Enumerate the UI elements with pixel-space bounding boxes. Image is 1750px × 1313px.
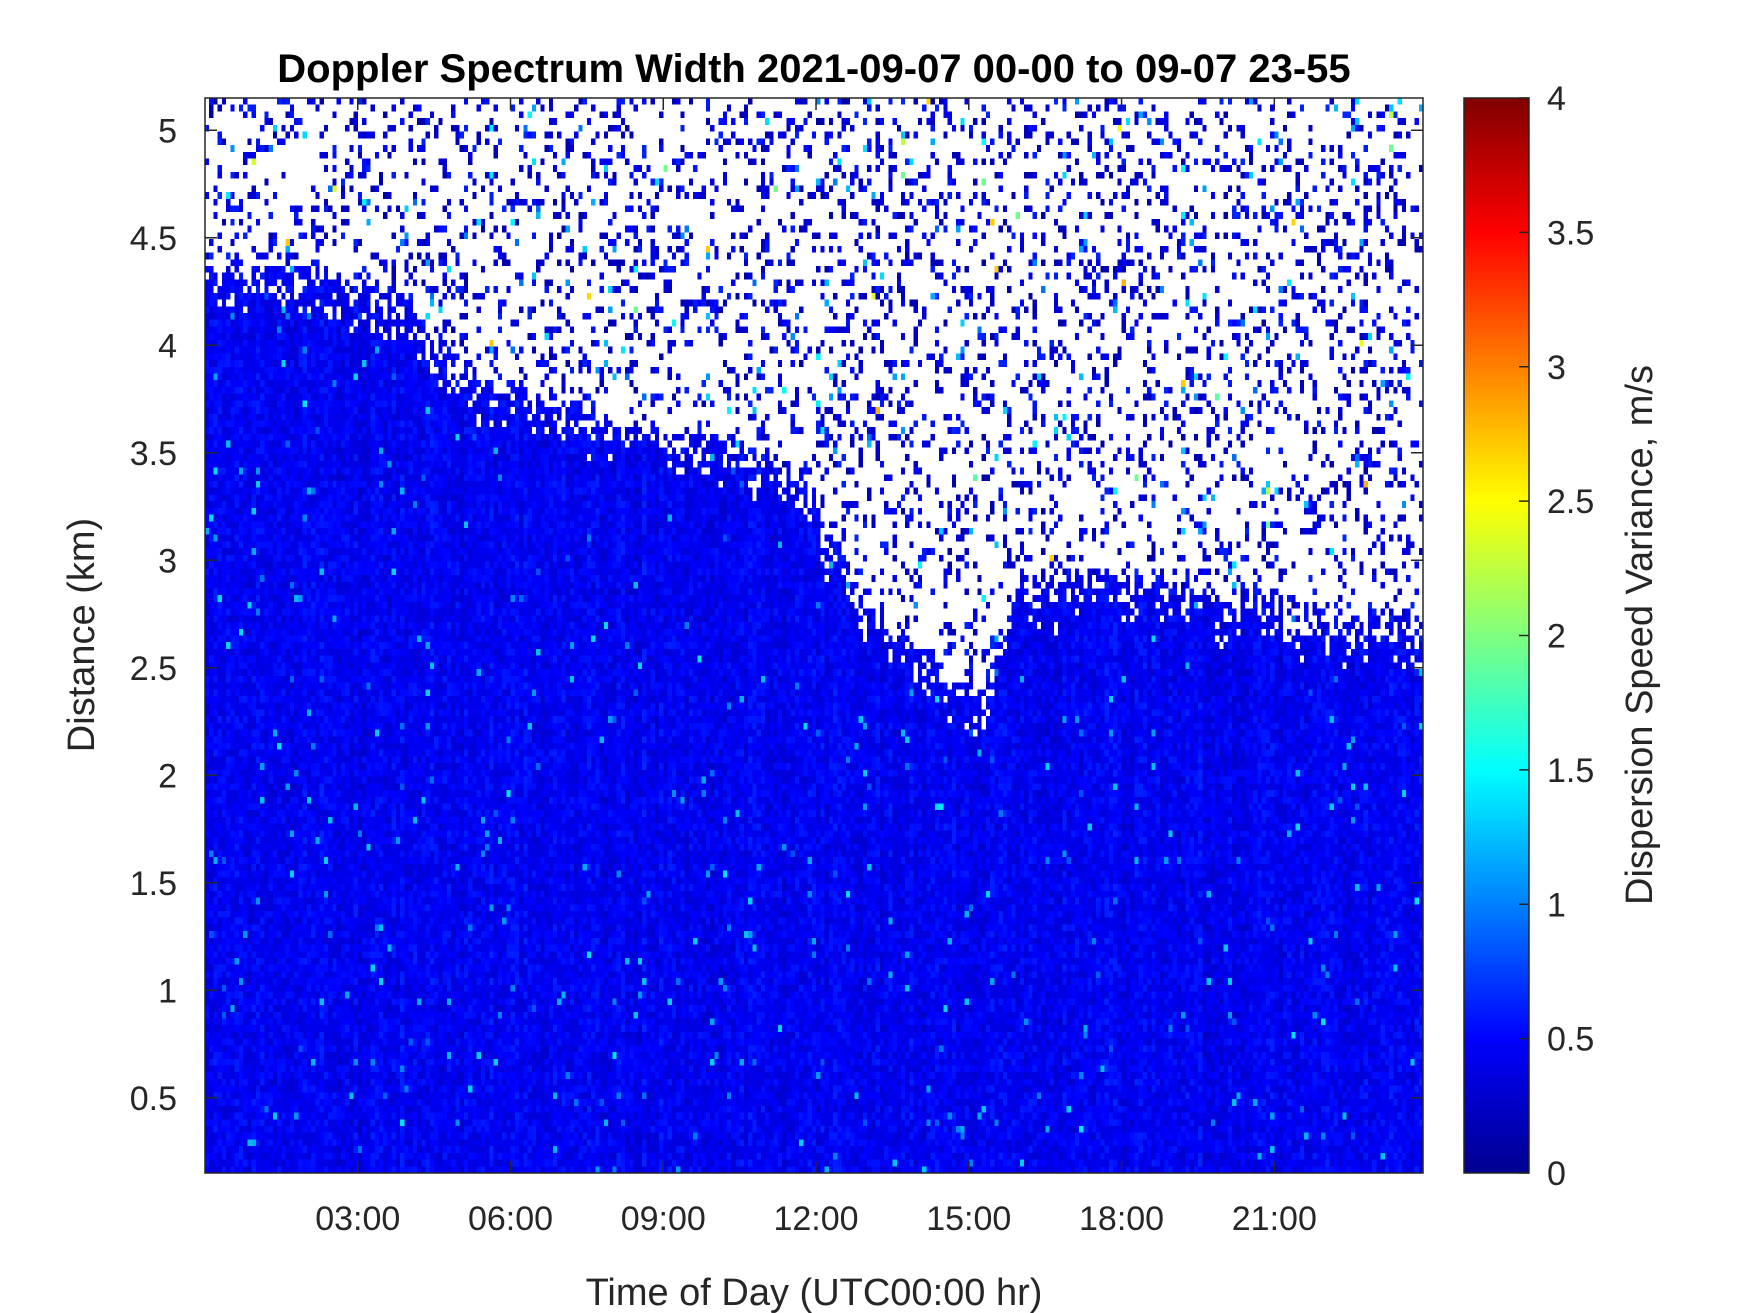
colorbar-tick-label: 2 bbox=[1547, 618, 1566, 656]
plot-area bbox=[204, 97, 1424, 1174]
colorbar-tick-label: 3 bbox=[1547, 349, 1566, 387]
x-axis-label: Time of Day (UTC00:00 hr) bbox=[586, 1272, 1043, 1313]
colorbar-tick-label: 2.5 bbox=[1547, 483, 1594, 521]
heatmap-image bbox=[205, 98, 1423, 1173]
colorbar-tick-label: 0 bbox=[1547, 1155, 1566, 1193]
y-tick-label: 3.5 bbox=[130, 435, 177, 473]
x-tick-label: 06:00 bbox=[468, 1200, 553, 1238]
chart-title: Doppler Spectrum Width 2021-09-07 00-00 … bbox=[277, 47, 1350, 91]
x-tick-label: 15:00 bbox=[926, 1200, 1011, 1238]
y-tick-label: 1.5 bbox=[130, 865, 177, 903]
colorbar-tick-label: 4 bbox=[1547, 80, 1566, 118]
y-tick-label: 4 bbox=[158, 327, 177, 365]
x-axis: 03:00 06:00 09:00 12:00 15:00 18:00 21:00 bbox=[315, 98, 1317, 1238]
colorbar-tick-label: 3.5 bbox=[1547, 214, 1594, 252]
x-tick-label: 03:00 bbox=[315, 1200, 400, 1238]
colorbar: 0 0.5 1 1.5 2 2.5 3 3.5 4 Dispersion Speed Varia… bbox=[1463, 80, 1661, 1193]
colorbar-tick-label: 1 bbox=[1547, 886, 1566, 924]
y-tick-label: 1 bbox=[158, 972, 177, 1010]
y-tick-label: 3 bbox=[158, 542, 177, 580]
x-tick-label: 21:00 bbox=[1232, 1200, 1317, 1238]
y-tick-label: 4.5 bbox=[130, 220, 177, 258]
x-tick-label: 12:00 bbox=[773, 1200, 858, 1238]
y-axis-label: Distance (km) bbox=[61, 518, 103, 752]
y-axis: 0.5 1 1.5 2 2.5 3 3.5 4 4.5 5 bbox=[130, 112, 1423, 1118]
x-tick-label: 09:00 bbox=[621, 1200, 706, 1238]
plot-frame bbox=[204, 97, 1424, 1174]
y-tick-label: 5 bbox=[158, 112, 177, 150]
colorbar-gradient bbox=[1463, 97, 1530, 1174]
y-tick-label: 0.5 bbox=[130, 1080, 177, 1118]
colorbar-ticks: 0 0.5 1 1.5 2 2.5 3 3.5 4 bbox=[1519, 80, 1594, 1193]
colorbar-label: Dispersion Speed Variance, m/s bbox=[1619, 365, 1661, 905]
colorbar-tick-label: 0.5 bbox=[1547, 1021, 1594, 1059]
x-tick-label: 18:00 bbox=[1079, 1200, 1164, 1238]
y-tick-label: 2.5 bbox=[130, 650, 177, 688]
y-tick-label: 2 bbox=[158, 757, 177, 795]
colorbar-tick-label: 1.5 bbox=[1547, 752, 1594, 790]
